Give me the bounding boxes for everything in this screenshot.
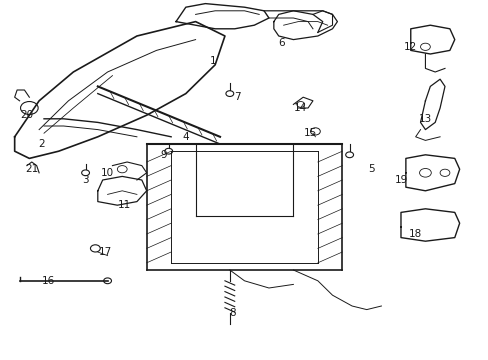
Text: 6: 6	[277, 38, 284, 48]
Text: 10: 10	[101, 168, 114, 178]
Text: 4: 4	[182, 132, 189, 142]
Text: 20: 20	[20, 110, 33, 120]
Text: 5: 5	[367, 164, 374, 174]
Text: 21: 21	[25, 164, 39, 174]
Text: 11: 11	[118, 200, 131, 210]
Text: 16: 16	[42, 276, 56, 286]
Text: 19: 19	[393, 175, 407, 185]
Text: 18: 18	[408, 229, 422, 239]
Text: 17: 17	[98, 247, 112, 257]
Text: 2: 2	[38, 139, 45, 149]
Text: 9: 9	[160, 150, 167, 160]
Text: 7: 7	[233, 92, 240, 102]
Text: 12: 12	[403, 42, 417, 52]
Text: 15: 15	[303, 128, 317, 138]
Text: 14: 14	[293, 103, 307, 113]
Text: 1: 1	[209, 56, 216, 66]
Text: 8: 8	[228, 308, 235, 318]
Text: 3: 3	[82, 175, 89, 185]
Text: 13: 13	[418, 114, 431, 124]
